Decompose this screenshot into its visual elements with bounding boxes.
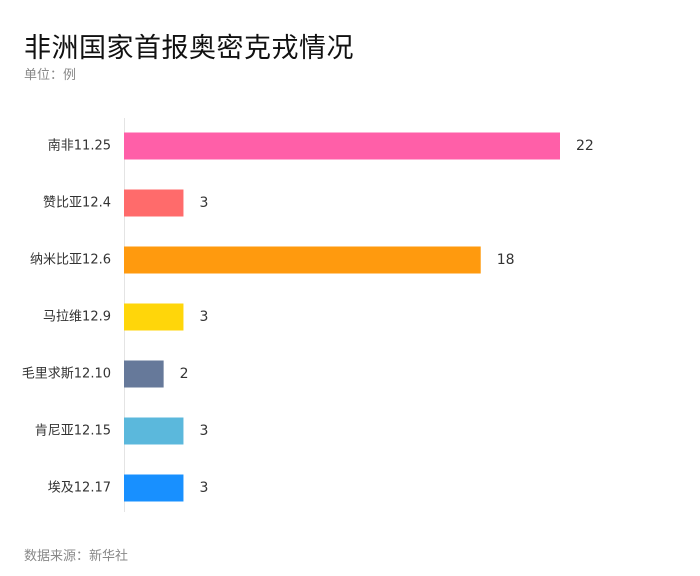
bar bbox=[124, 417, 184, 445]
bars-group: 南非11.25 22 赞比亚12.4 3 纳米比亚12.6 18 马拉维12.9 3 毛里求斯1… bbox=[22, 132, 594, 502]
category-label: 马拉维12.9 bbox=[43, 310, 111, 325]
value-label: 18 bbox=[497, 252, 515, 268]
value-label: 22 bbox=[576, 138, 594, 154]
value-label: 3 bbox=[199, 309, 208, 325]
bar bbox=[124, 360, 164, 388]
value-label: 3 bbox=[199, 195, 208, 211]
category-label: 赞比亚12.4 bbox=[43, 196, 111, 211]
bar bbox=[124, 474, 184, 502]
category-label: 纳米比亚12.6 bbox=[30, 253, 111, 268]
bar bbox=[124, 303, 184, 331]
category-label: 南非11.25 bbox=[48, 138, 111, 154]
value-label: 3 bbox=[199, 423, 208, 439]
value-label: 2 bbox=[180, 366, 189, 382]
category-label: 埃及12.17 bbox=[48, 481, 111, 496]
value-label: 3 bbox=[199, 480, 208, 496]
bar bbox=[124, 189, 184, 217]
bar bbox=[124, 246, 481, 274]
chart-unit-label: 单位：例 bbox=[24, 68, 77, 83]
data-source: 数据来源：新华社 bbox=[24, 549, 129, 564]
chart-title: 非洲国家首报奥密克戎情况 bbox=[24, 33, 354, 64]
bar bbox=[124, 132, 560, 160]
category-label: 毛里求斯12.10 bbox=[22, 367, 111, 382]
category-label: 肯尼亚12.15 bbox=[35, 424, 111, 439]
